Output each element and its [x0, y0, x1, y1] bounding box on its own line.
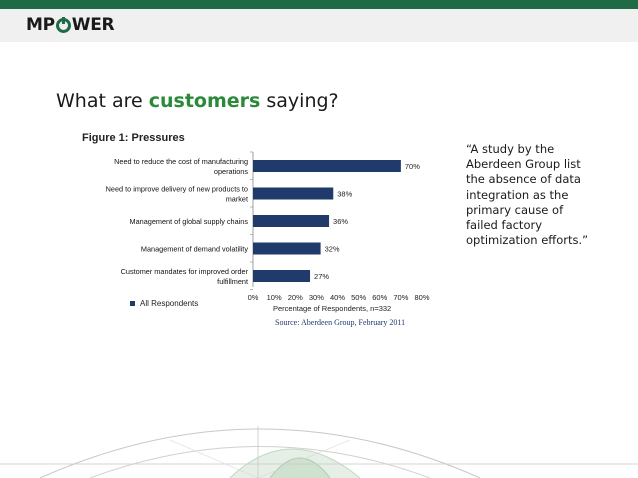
legend-swatch	[130, 301, 135, 306]
headline-accent: customers	[148, 90, 261, 112]
headline-text: What are	[56, 90, 149, 112]
category-label: operations	[214, 167, 248, 176]
legend-label: All Respondents	[140, 299, 199, 308]
bar-value-label: 32%	[325, 245, 340, 254]
x-tick-label: 60%	[372, 293, 387, 302]
bar	[253, 242, 321, 255]
bar	[253, 187, 334, 200]
bar-value-label: 27%	[314, 272, 329, 281]
bar	[253, 160, 401, 172]
bar	[253, 215, 330, 227]
slide-headline: What are customers saying?	[56, 90, 339, 112]
category-label: Management of global supply chains	[130, 217, 249, 226]
x-axis-label: Percentage of Respondents, n=332	[273, 304, 391, 313]
aberdeen-quote: “A study by the Aberdeen Group list the …	[466, 142, 589, 248]
top-accent-bar	[0, 0, 638, 9]
category-label: Management of demand volatility	[141, 245, 248, 254]
x-tick-label: 30%	[309, 293, 324, 302]
category-label: Need to reduce the cost of manufacturing	[114, 157, 248, 166]
pressures-bar-chart: 70% Need to reduce the cost of manufactur…	[106, 151, 430, 313]
figure-source: Source: Aberdeen Group, February 2011	[275, 318, 406, 327]
x-tick-label: 50%	[351, 293, 366, 302]
mpower-logo: M P WER	[26, 15, 115, 35]
x-tick-label: 20%	[288, 293, 303, 302]
x-tick-label: 40%	[330, 293, 345, 302]
x-tick-label: 10%	[267, 293, 282, 302]
chart-legend: All Respondents	[130, 299, 198, 308]
headline-text-end: saying?	[260, 90, 339, 112]
power-icon	[55, 16, 71, 33]
category-label: market	[226, 195, 248, 204]
x-tick-label: 70%	[393, 293, 408, 302]
x-tick-label: 0%	[248, 293, 259, 302]
category-label: Need to improve delivery of new products…	[106, 185, 248, 194]
category-label: Customer mandates for improved order	[121, 267, 249, 276]
bar-value-label: 70%	[405, 162, 420, 171]
figure-title: Figure 1: Pressures	[82, 132, 185, 144]
header-band	[0, 9, 638, 42]
protractor-decoration	[0, 426, 638, 478]
category-label: fulfillment	[217, 277, 248, 286]
bar-value-label: 36%	[333, 217, 348, 226]
bar	[253, 270, 311, 282]
x-tick-label: 80%	[414, 293, 429, 302]
bar-value-label: 38%	[337, 190, 352, 199]
